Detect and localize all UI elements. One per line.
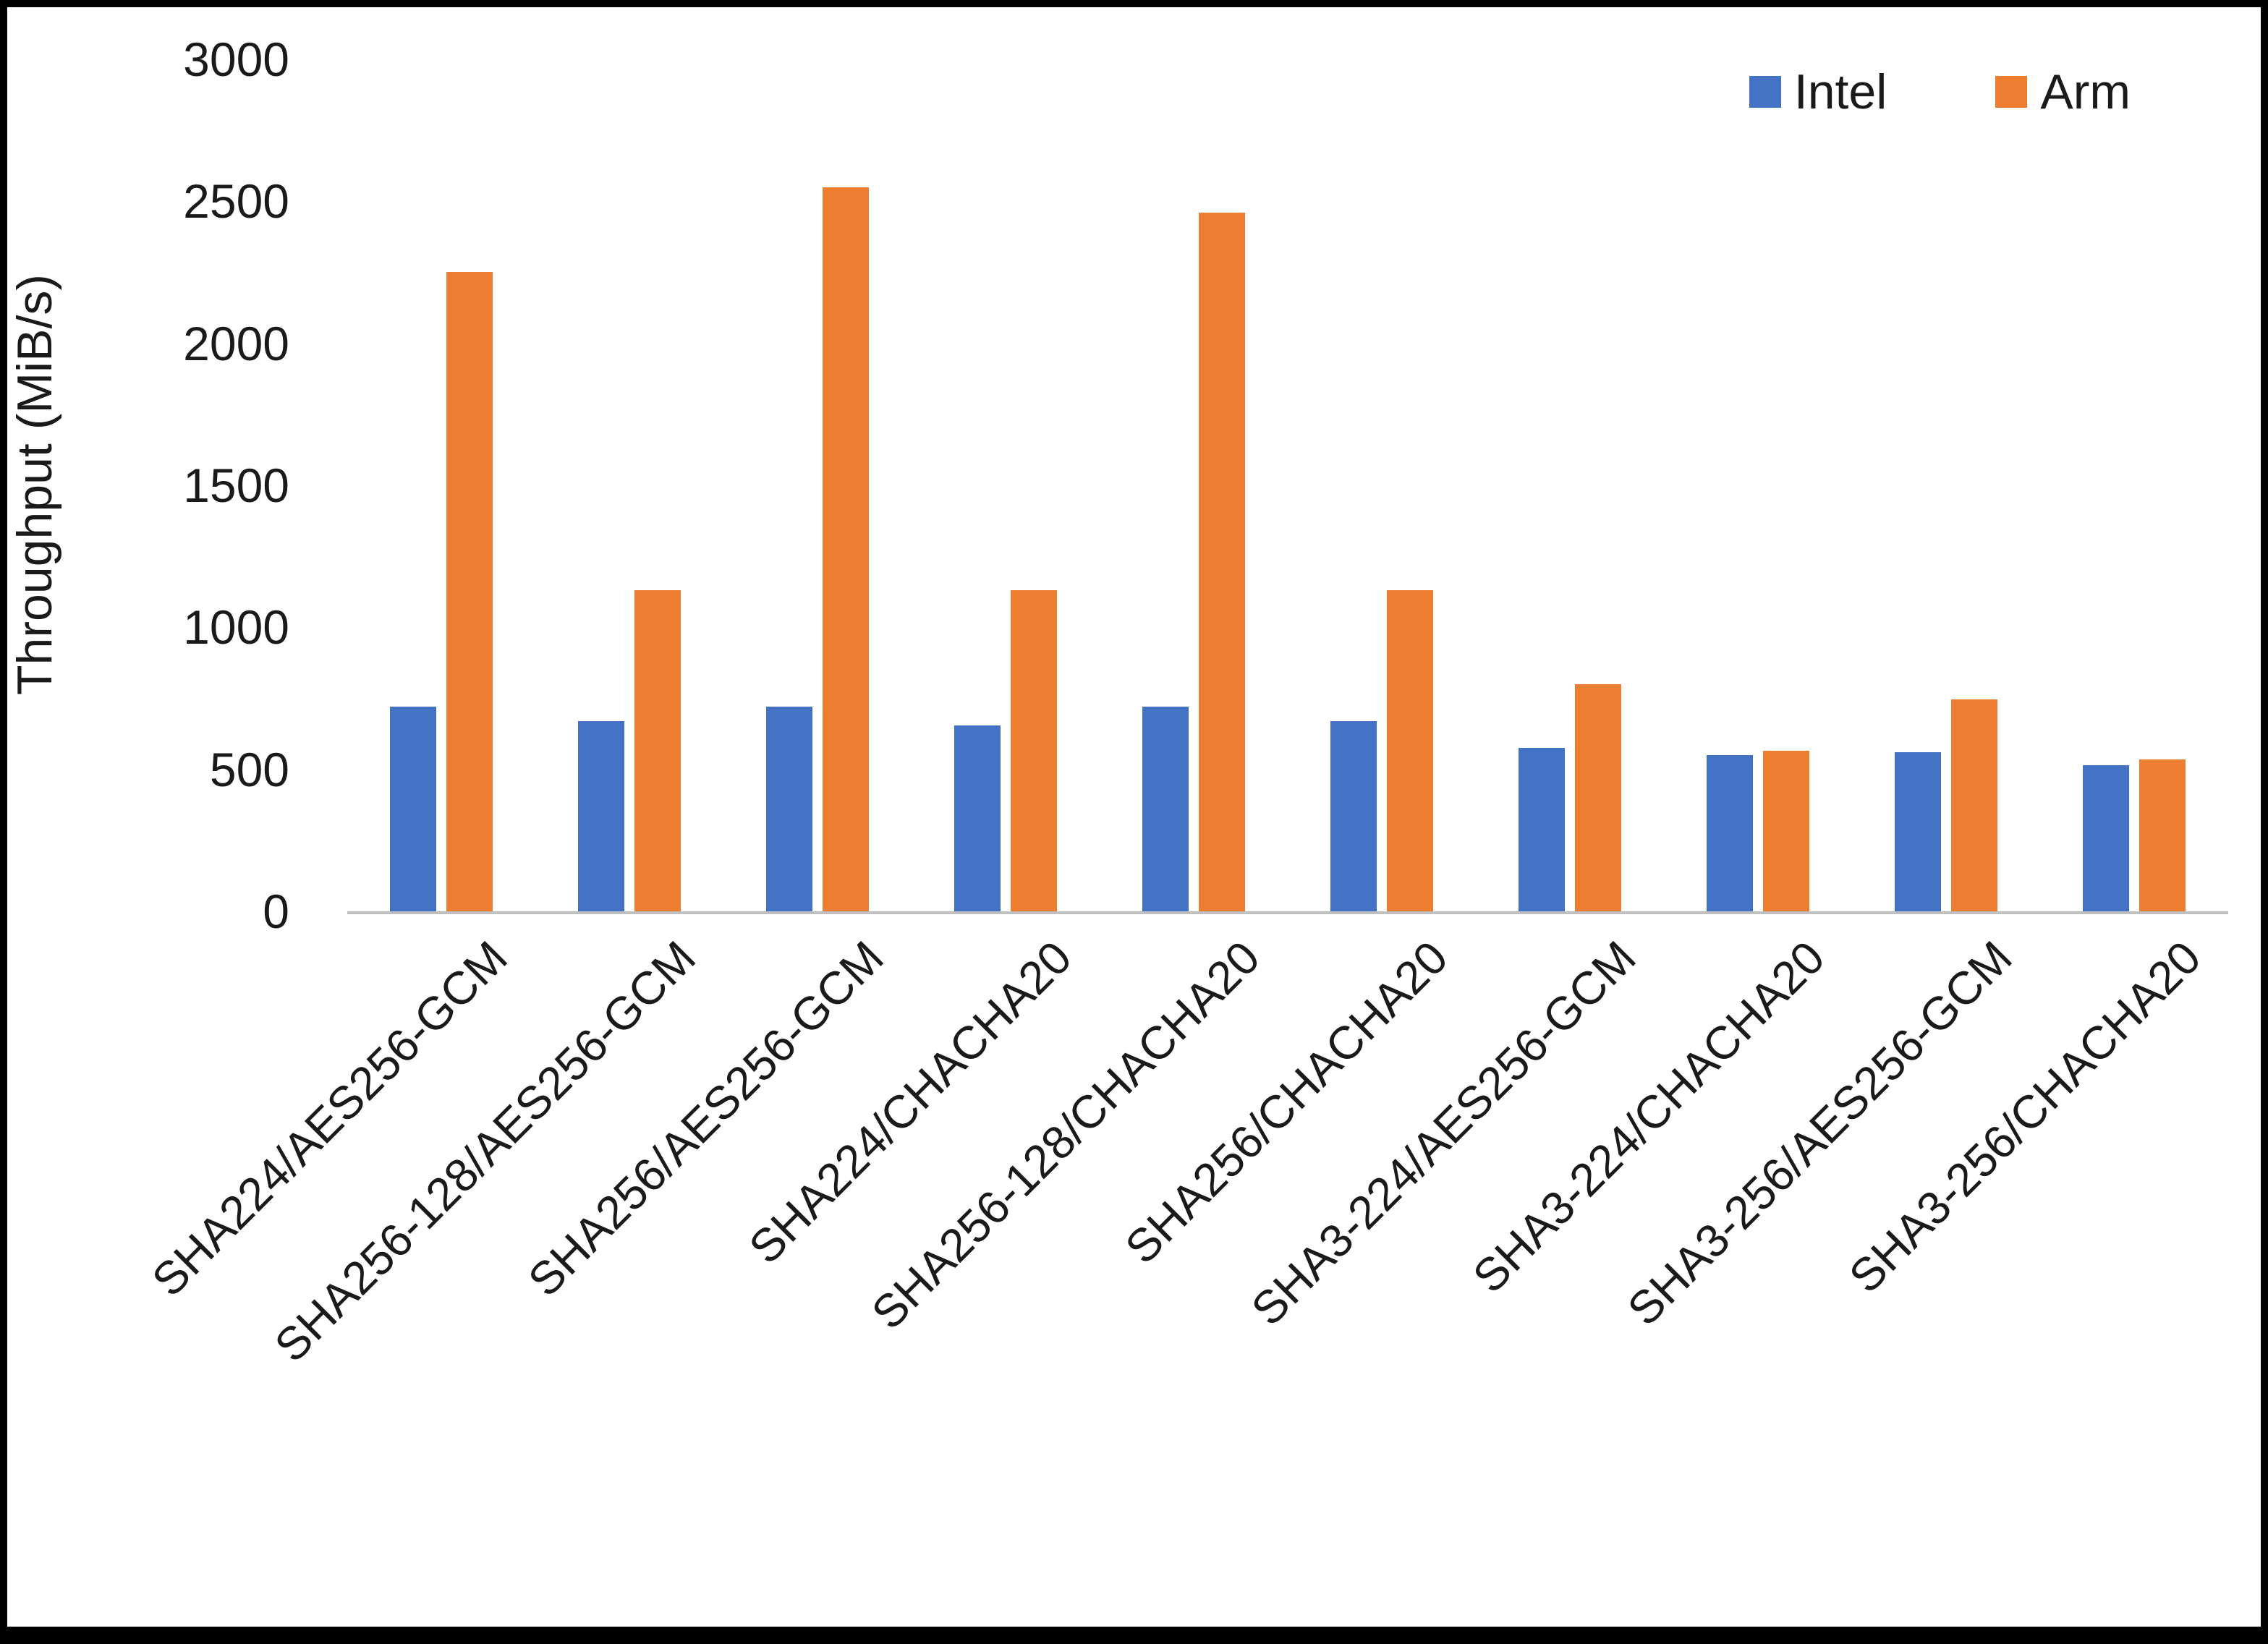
bar-group [1852, 59, 2040, 911]
bar-intel [954, 725, 1001, 911]
bar-arm [823, 187, 869, 911]
y-tick-label: 3000 [183, 33, 289, 86]
bar-group [1476, 59, 1664, 911]
x-axis-label: SHA256/AES256-GCM [518, 931, 894, 1307]
x-axis-label: SHA224/AES256-GCM [142, 931, 518, 1307]
bar-arm [2139, 759, 2186, 911]
bar-intel [2083, 765, 2129, 911]
bar-arm [1575, 684, 1621, 911]
bar-group [2040, 59, 2228, 911]
x-axis-label: SHA256-128/CHACHA20 [862, 931, 1270, 1340]
x-axis-label: SHA3-256/CHACHA20 [1838, 931, 2211, 1303]
bar-intel [1895, 752, 1941, 911]
bar-group [1100, 59, 1288, 911]
plot-area [347, 59, 2228, 914]
bar-arm [446, 272, 493, 911]
legend-item-arm: Arm [1995, 64, 2131, 120]
legend: Intel Arm [1749, 64, 2131, 120]
y-tick-label: 2500 [183, 174, 289, 229]
x-axis-label: SHA3-256/AES256-GCM [1618, 931, 2023, 1336]
x-axis-label: SHA256/CHACHA20 [1115, 931, 1458, 1274]
bar-arm [1199, 213, 1245, 911]
y-tick-label: 2000 [183, 316, 289, 370]
x-axis-label: SHA224/CHACHA20 [739, 931, 1082, 1274]
y-tick-label: 0 [263, 885, 289, 938]
bar-intel [1330, 721, 1377, 911]
bar-intel [1519, 748, 1565, 911]
x-axis-label: SHA3-224/CHACHA20 [1462, 931, 1835, 1303]
bar-arm [634, 590, 681, 911]
y-tick-label: 500 [209, 742, 289, 796]
y-tick-label: 1500 [183, 459, 289, 512]
legend-label-arm: Arm [2040, 64, 2131, 119]
arm-swatch-icon [1995, 76, 2028, 108]
legend-item-intel: Intel [1749, 64, 1887, 120]
bar-group [723, 59, 912, 911]
bar-group [1288, 59, 1476, 911]
bar-group [535, 59, 723, 911]
bar-group [347, 59, 535, 911]
bar-intel [766, 707, 812, 911]
bar-arm [1763, 751, 1809, 911]
bar-group [1664, 59, 1852, 911]
bar-intel [390, 707, 436, 911]
x-axis-label: SHA3-224/AES256-GCM [1241, 931, 1647, 1336]
intel-swatch-icon [1749, 76, 1781, 108]
bar-arm [1951, 699, 1997, 911]
y-tick-label: 1000 [183, 600, 289, 655]
bar-intel [1142, 707, 1189, 911]
legend-label-intel: Intel [1793, 64, 1887, 119]
bar-arm [1011, 590, 1057, 911]
bar-group [912, 59, 1100, 911]
bar-intel [1707, 755, 1753, 911]
bar-intel [578, 721, 624, 911]
bar-arm [1387, 590, 1433, 911]
